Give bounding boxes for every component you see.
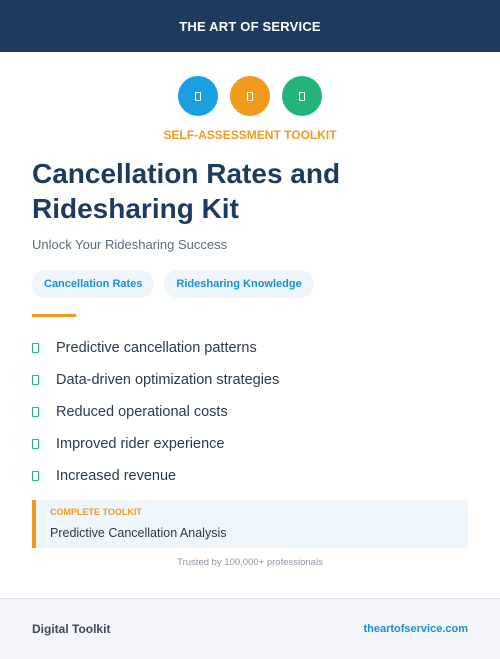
feature-item: Improved rider experience — [32, 428, 279, 460]
tag-cancellation-rates[interactable]: Cancellation Rates — [32, 270, 155, 298]
website-link[interactable]: theartofservice.com — [363, 623, 468, 635]
green-doc-icon — [282, 76, 322, 116]
trusted-note: Trusted by 100,000+ professionals — [177, 557, 323, 568]
tag-ridesharing-knowledge[interactable]: Ridesharing Knowledge — [164, 270, 314, 298]
feature-text: Data-driven optimization strategies — [56, 372, 280, 388]
page-title: Cancellation Rates and Ridesharing Kit — [32, 158, 341, 224]
blue-doc-icon — [178, 76, 218, 116]
footer-label: Digital Toolkit — [32, 622, 111, 636]
accent-divider — [32, 314, 76, 317]
check-icon — [32, 407, 39, 417]
callout-label: COMPLETE TOOLKIT — [50, 507, 142, 517]
feature-text: Improved rider experience — [56, 436, 225, 452]
feature-item: Data-driven optimization strategies — [32, 364, 279, 396]
check-icon — [32, 471, 39, 481]
feature-item: Reduced operational costs — [32, 396, 279, 428]
header-bar: THE ART OF SERVICE — [0, 0, 500, 52]
feature-text: Reduced operational costs — [56, 404, 228, 420]
icon-row — [0, 76, 500, 116]
check-icon — [32, 439, 39, 449]
footer-bar: Digital Toolkit theartofservice.com — [0, 598, 500, 659]
toolkit-callout: COMPLETE TOOLKIT Predictive Cancellation… — [32, 500, 468, 548]
feature-text: Predictive cancellation patterns — [56, 340, 257, 356]
orange-doc-icon — [230, 76, 270, 116]
check-icon — [32, 343, 39, 353]
feature-item: Increased revenue — [32, 460, 279, 492]
toolkit-kicker: SELF-ASSESSMENT TOOLKIT — [163, 128, 337, 142]
tag-list: Cancellation Rates Ridesharing Knowledge — [32, 270, 314, 298]
feature-list: Predictive cancellation patterns Data-dr… — [32, 332, 279, 492]
feature-item: Predictive cancellation patterns — [32, 332, 279, 364]
brand-title: THE ART OF SERVICE — [179, 18, 321, 34]
callout-text: Predictive Cancellation Analysis — [50, 526, 227, 540]
check-icon — [32, 375, 39, 385]
page-subtitle: Unlock Your Ridesharing Success — [32, 237, 228, 252]
feature-text: Increased revenue — [56, 468, 177, 484]
